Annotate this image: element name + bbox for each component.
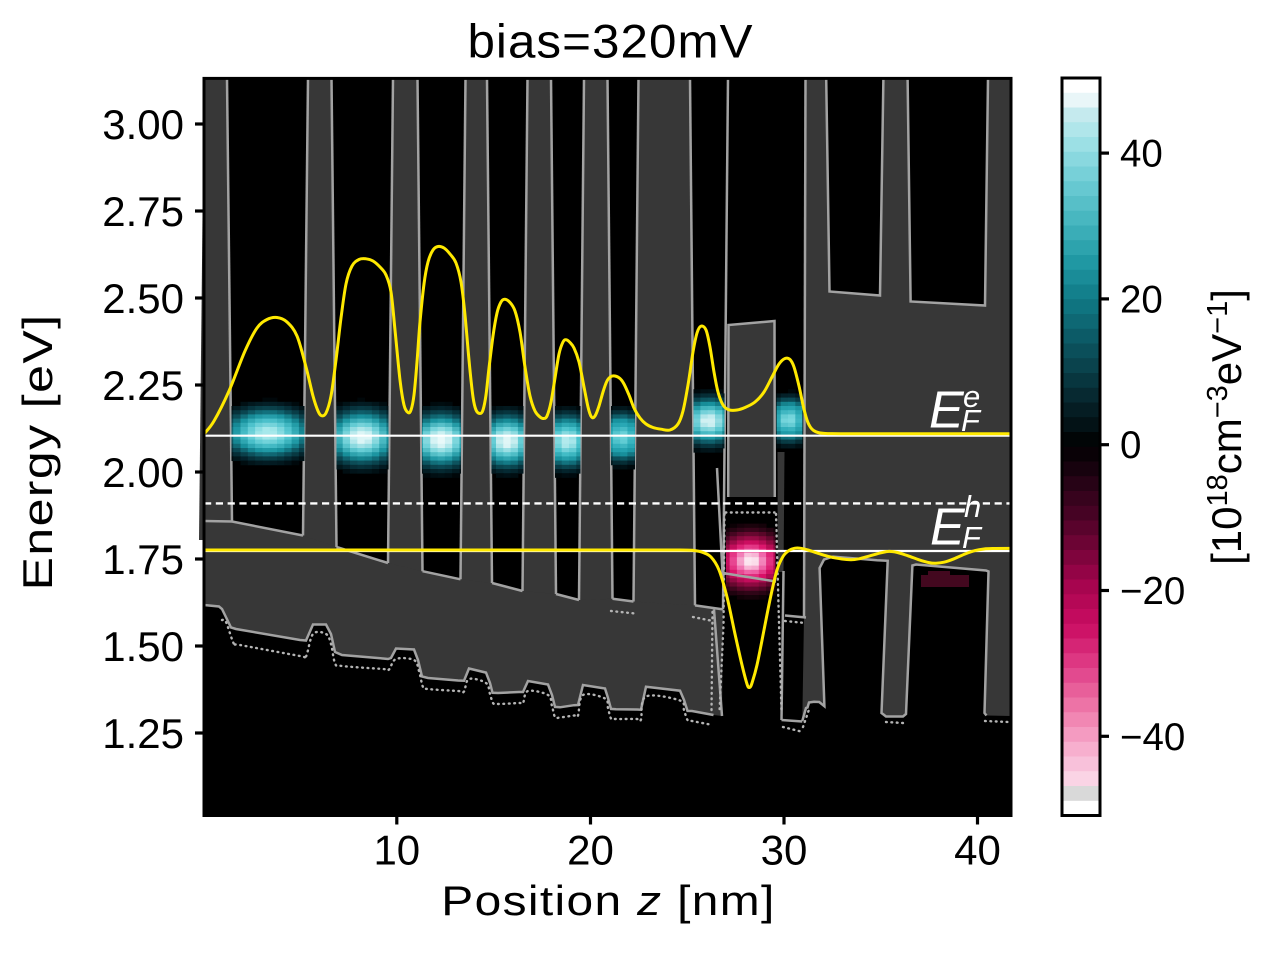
svg-text:2.00: 2.00 xyxy=(102,449,184,496)
svg-text:h: h xyxy=(964,489,981,524)
svg-text:40: 40 xyxy=(1120,133,1163,176)
svg-text:2.25: 2.25 xyxy=(102,362,184,409)
svg-text:bias=320mV: bias=320mV xyxy=(467,16,753,69)
svg-text:1.25: 1.25 xyxy=(102,710,184,757)
svg-text:Energy [eV]: Energy [eV] xyxy=(14,314,61,591)
svg-text:20: 20 xyxy=(1120,278,1163,321)
svg-text:F: F xyxy=(962,520,983,555)
svg-text:0: 0 xyxy=(1120,424,1141,467)
svg-text:Position z [nm]: Position z [nm] xyxy=(441,877,775,925)
svg-text:E: E xyxy=(930,499,966,557)
svg-text:1.50: 1.50 xyxy=(102,623,184,670)
svg-text:1.75: 1.75 xyxy=(102,536,184,583)
svg-text:40: 40 xyxy=(954,827,1001,874)
svg-text:30: 30 xyxy=(761,827,808,874)
svg-text:10: 10 xyxy=(373,827,420,874)
svg-text:−40: −40 xyxy=(1120,716,1185,759)
svg-text:2.75: 2.75 xyxy=(102,188,184,235)
svg-text:3.00: 3.00 xyxy=(102,101,184,148)
svg-text:F: F xyxy=(961,403,982,438)
svg-text:E: E xyxy=(929,382,965,440)
svg-text:20: 20 xyxy=(567,827,614,874)
svg-text:2.50: 2.50 xyxy=(102,275,184,322)
svg-text:−20: −20 xyxy=(1120,570,1185,613)
svg-text:e: e xyxy=(963,379,980,414)
svg-text:[1018cm−3eV−1]: [1018cm−3eV−1] xyxy=(1202,289,1250,565)
